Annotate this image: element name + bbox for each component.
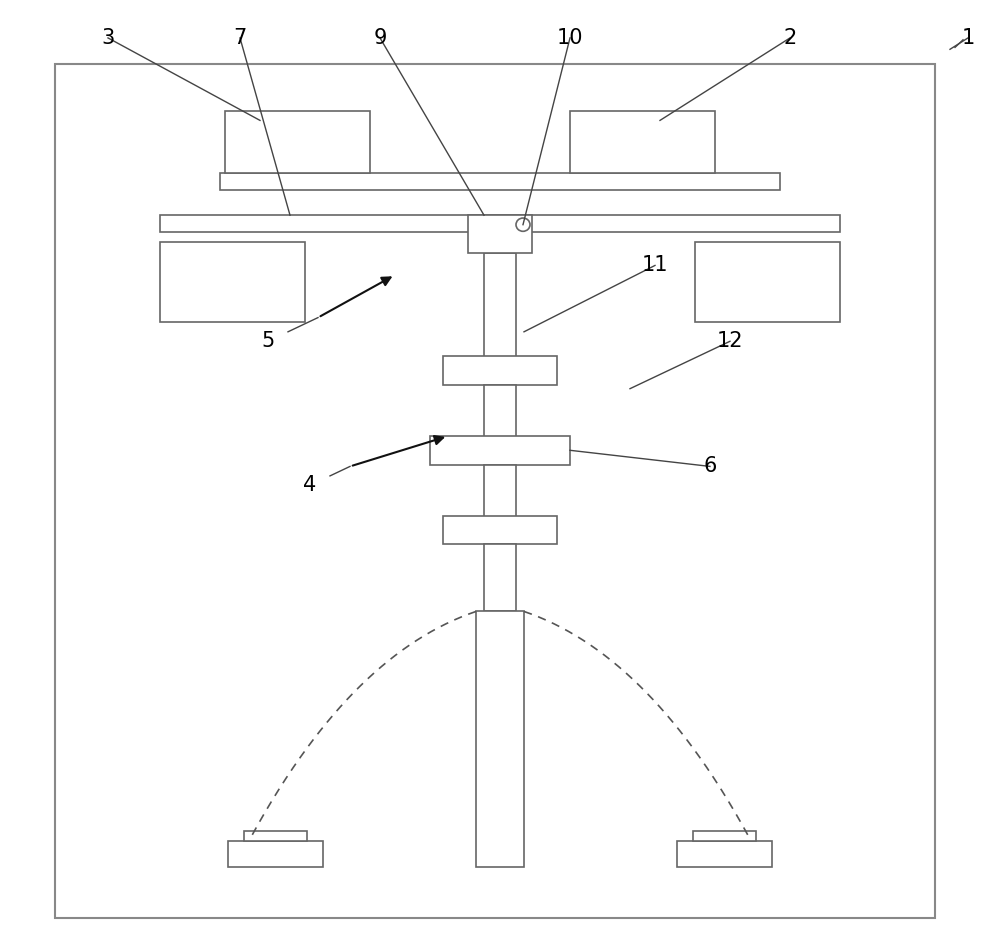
Bar	[677, 841, 772, 867]
Text: 1: 1	[961, 27, 975, 48]
Bar	[228, 841, 323, 867]
Bar	[443, 516, 557, 544]
Bar	[484, 385, 516, 440]
Bar	[468, 215, 532, 253]
Bar	[225, 111, 370, 173]
Text: 10: 10	[557, 27, 583, 48]
Bar	[443, 356, 557, 385]
Bar	[244, 831, 307, 841]
Text: 5: 5	[261, 331, 275, 352]
Text: 3: 3	[101, 27, 115, 48]
Bar	[160, 242, 305, 322]
Bar	[220, 173, 780, 190]
Bar	[430, 436, 570, 465]
Bar	[484, 544, 516, 611]
Bar	[695, 242, 840, 322]
Bar	[55, 64, 935, 918]
Bar	[570, 111, 715, 173]
Text: 7: 7	[233, 27, 247, 48]
Bar	[484, 465, 516, 520]
Bar	[476, 611, 524, 867]
Bar	[484, 253, 516, 362]
Text: 12: 12	[717, 331, 743, 352]
Bar	[693, 831, 756, 841]
Bar	[160, 215, 840, 232]
Text: 6: 6	[703, 456, 717, 477]
Text: 9: 9	[373, 27, 387, 48]
Text: 4: 4	[303, 475, 317, 496]
Text: 2: 2	[783, 27, 797, 48]
Text: 11: 11	[642, 255, 668, 276]
